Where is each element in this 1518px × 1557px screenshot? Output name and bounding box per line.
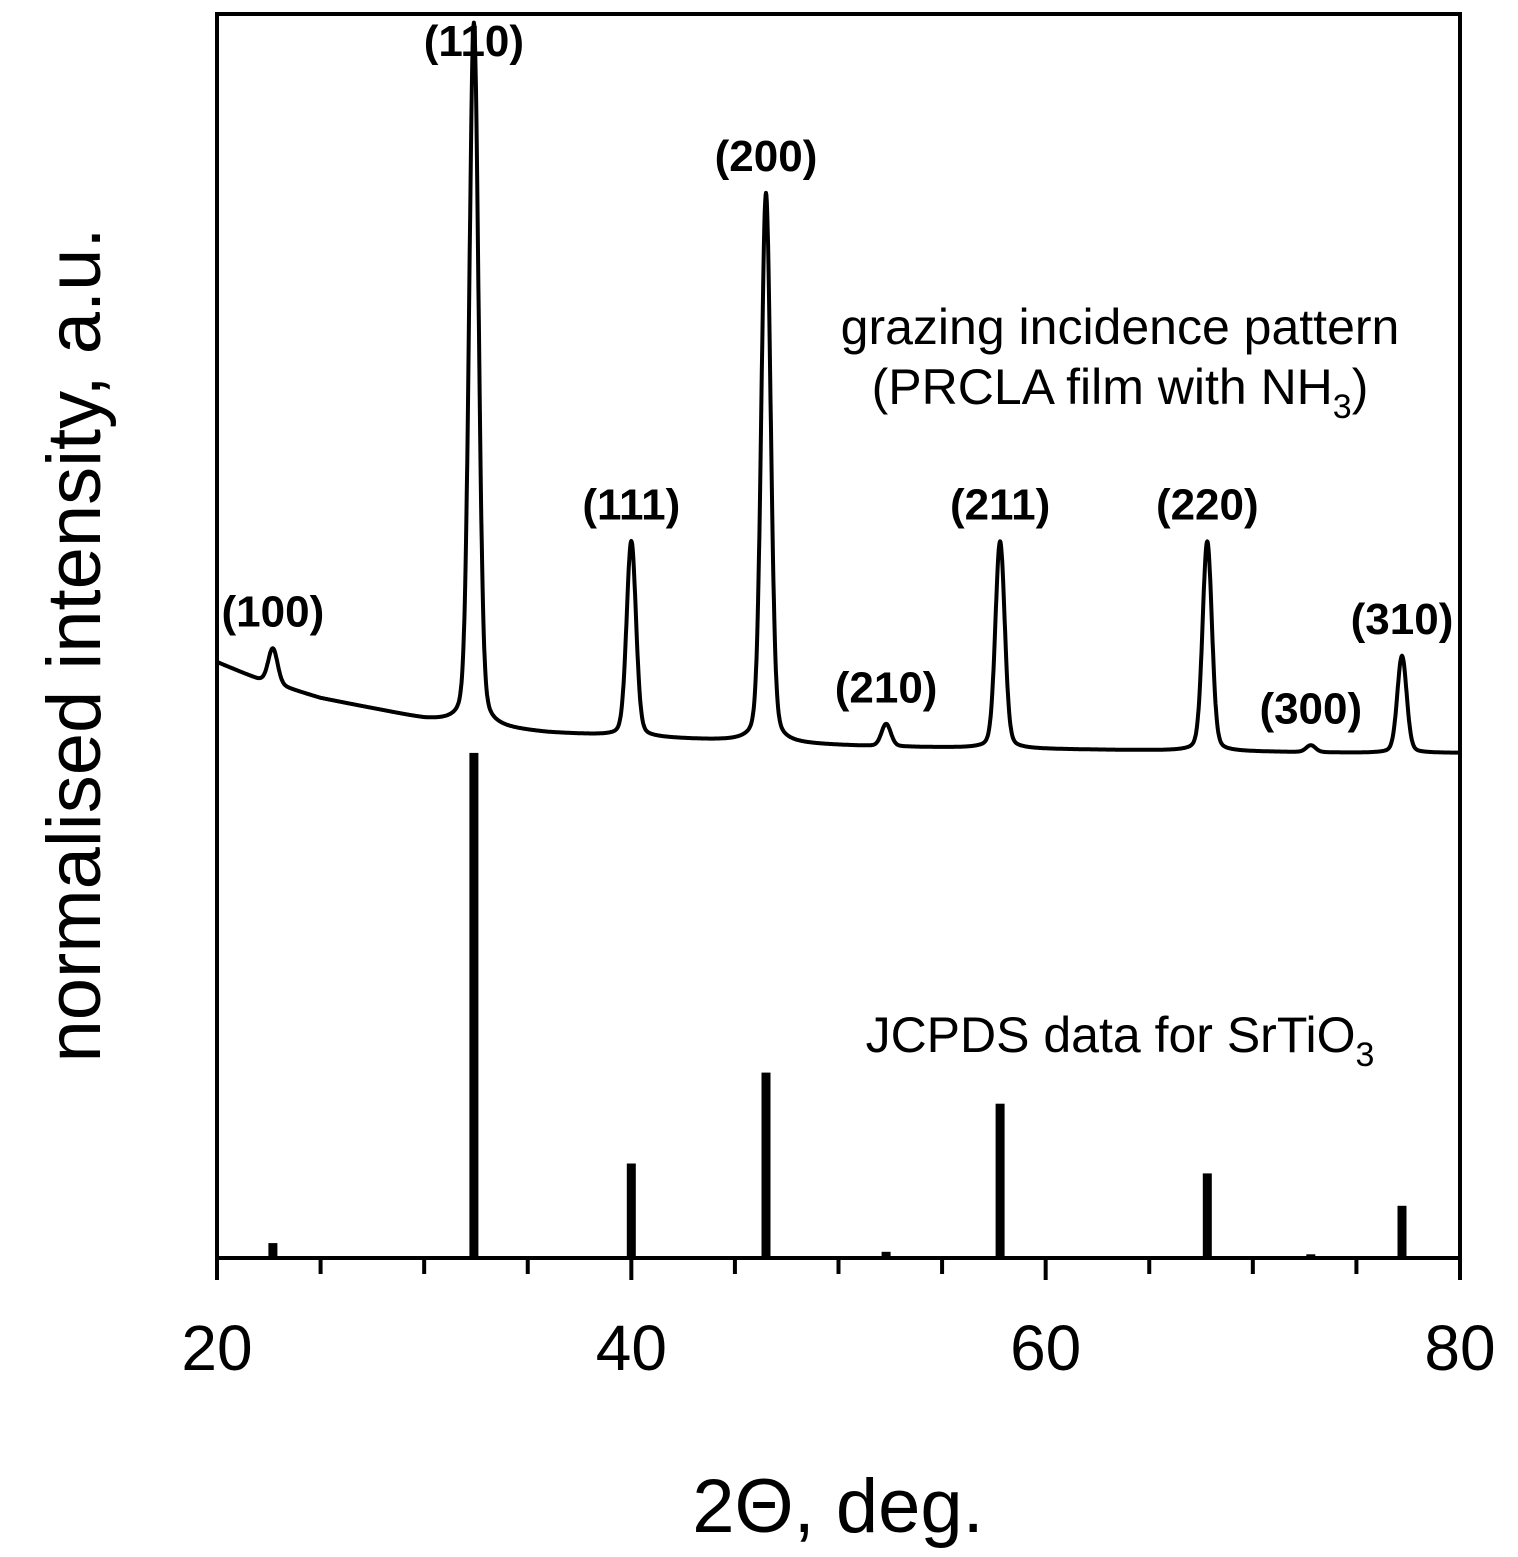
peak-label: (110) — [424, 17, 524, 66]
annotation-gi1: grazing incidence pattern — [841, 299, 1400, 355]
peak-label: (200) — [715, 132, 818, 181]
x-tick-label: 80 — [1424, 1312, 1495, 1384]
reference-bar-0 — [268, 1243, 278, 1258]
annotations: grazing incidence pattern(PRCLA film wit… — [841, 299, 1400, 1074]
annotation-jc: JCPDS data for SrTiO3 — [866, 1007, 1375, 1074]
reference-bar-5 — [995, 1103, 1005, 1258]
peak-label: (210) — [835, 663, 938, 712]
reference-bar-2 — [626, 1163, 636, 1258]
reference-bar-1 — [469, 752, 479, 1258]
x-axis-ticks: 20 40 60 80 — [181, 1258, 1496, 1384]
reference-bar-8 — [1397, 1205, 1407, 1258]
peak-label: (310) — [1351, 595, 1454, 644]
peak-label: (220) — [1156, 481, 1259, 530]
plot-area — [215, 20, 1462, 1258]
peak-label: (111) — [582, 481, 680, 530]
plot-frame — [215, 12, 1462, 1260]
peak-label: (100) — [222, 587, 325, 636]
peak-labels: (100) (110) (111) (200) (210) (211) (220) (300)… — [222, 17, 1454, 734]
x-tick-label: 60 — [1010, 1312, 1081, 1384]
reference-bar-6 — [1202, 1173, 1212, 1258]
peak-label: (211) — [950, 481, 1050, 530]
annotation-gi2: (PRCLA film with NH3) — [872, 359, 1369, 426]
reference-bar-4 — [881, 1251, 891, 1258]
x-tick-label: 20 — [181, 1312, 252, 1384]
x-axis-label: 2Θ, deg. — [692, 1464, 984, 1549]
peak-label: (300) — [1259, 685, 1362, 734]
x-tick-label: 40 — [596, 1312, 667, 1384]
y-axis-label: normalised intensity, a.u. — [32, 228, 117, 1063]
series-line-grazing-incidence — [215, 20, 1462, 755]
reference-bar-3 — [761, 1072, 771, 1258]
